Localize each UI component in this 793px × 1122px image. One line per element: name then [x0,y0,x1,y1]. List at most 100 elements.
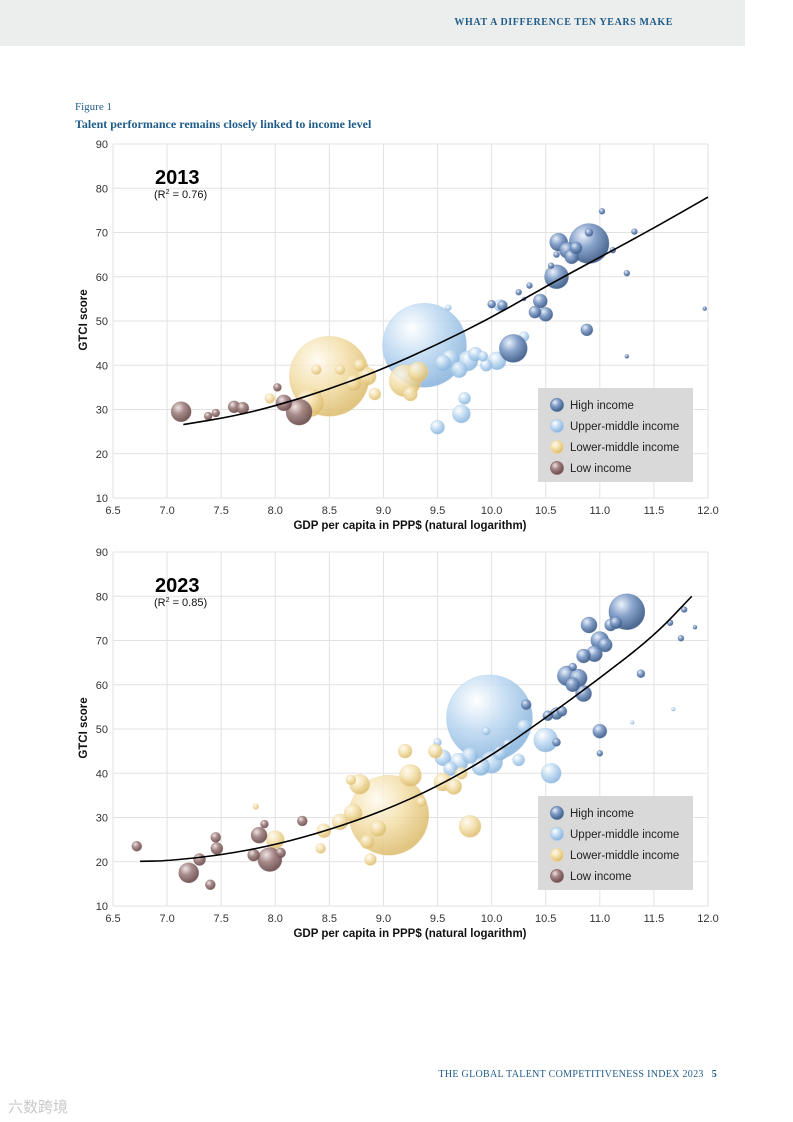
bubble-upper-middle [461,747,479,764]
y-tick-label: 90 [96,139,108,151]
legend-marker-upper-middle [550,827,564,841]
bubble-upper-middle [458,392,471,405]
y-tick-label: 90 [96,547,108,559]
bubble-high [636,669,646,678]
legend-label: Lower-middle income [570,442,679,454]
bubble-lower-middle [364,853,377,866]
bubble-high [515,288,522,296]
y-tick-label: 60 [96,272,108,284]
legend-box [538,388,693,482]
bubble-upper-middle [446,674,533,762]
bubble-lower-middle [353,358,366,372]
bubble-high [677,634,685,642]
r-squared: (R2 = 0.76) [154,189,207,201]
y-tick-label: 40 [96,768,108,780]
x-tick-label: 11.5 [644,913,665,925]
bubble-lower-middle [252,803,260,810]
bubble-upper-middle [450,361,468,378]
bubble-lower-middle [359,834,375,850]
y-tick-label: 70 [96,636,108,648]
x-tick-label: 6.5 [105,913,120,925]
bubble-lower-middle [345,774,357,786]
legend-marker-lower-middle [550,848,564,862]
bubble-high [598,207,606,215]
x-tick-label: 7.0 [159,505,174,517]
x-tick-label: 10.5 [535,913,556,925]
bubble-lower-middle [369,820,387,837]
bubble-high [544,264,569,290]
legend-label: Upper-middle income [570,829,679,841]
legend-marker-lower-middle [550,440,564,454]
bubble-high [569,241,583,255]
bubble-high [528,305,542,319]
x-tick-label: 9.0 [376,505,391,517]
y-tick-label: 20 [96,857,108,869]
bubble-lower-middle [403,386,418,402]
legend-box [538,796,693,890]
y-tick-label: 50 [96,316,108,328]
bubble-high [553,251,560,258]
bubble-upper-middle [434,354,452,372]
bubble-high [680,606,688,613]
bubble-lower-middle [357,367,377,386]
x-tick-label: 8.5 [322,505,337,517]
tick-labels: 6.5 7.0 7.5 8.0 8.5 9.0 9.5 10.0 10.5 11.0 11.5 12.… [96,547,719,925]
bubble-high [526,282,533,289]
bubble-lower-middle [315,843,327,854]
x-axis-label: GDP per capita in PPP$ (natural logarith… [293,928,526,940]
watermark: 六数跨境 [8,1098,69,1116]
y-tick-label: 10 [96,901,108,913]
x-tick-label: 7.5 [214,913,229,925]
legend-marker-low [550,461,564,475]
bubble-upper-middle [512,753,525,767]
y-axis-label: GTCI score [78,697,90,758]
x-tick-label: 9.5 [430,913,445,925]
bubble-lower-middle [311,364,322,375]
y-tick-label: 70 [96,228,108,240]
x-tick-label: 7.0 [159,913,174,925]
bubble-lower-middle [331,813,349,831]
fit-curve [183,196,709,426]
r2-prefix: (R [154,189,166,201]
bubble-low [247,848,260,862]
legend-marker-upper-middle [550,419,564,433]
y-tick-label: 60 [96,680,108,692]
r-squared: (R2 = 0.85) [154,597,207,609]
x-axis-label: GDP per capita in PPP$ (natural logarith… [293,520,526,532]
x-tick-label: 10.5 [535,505,556,517]
r2-prefix: (R [154,597,166,609]
bubble-low [297,815,308,827]
legend-marker-high [550,398,564,412]
bubble-high [702,306,708,311]
r2-superscript: 2 [166,597,170,604]
bubble-lower-middle [458,815,482,838]
bubble-high [631,228,638,235]
legend-label: Low income [570,463,631,475]
bubble-high [592,723,608,739]
publication-title: THE GLOBAL TALENT COMPETITIVENESS INDEX … [438,1069,704,1080]
bubble-high [624,354,630,359]
y-tick-label: 30 [96,405,108,417]
legend-label: High income [570,808,634,820]
x-tick-label: 10.0 [481,913,502,925]
bubble-high [692,624,698,630]
running-title: WHAT A DIFFERENCE TEN YEARS MAKE [454,17,673,28]
x-tick-label: 11.5 [644,505,665,517]
chart-year-title: 2013 [155,167,200,189]
page-footer: THE GLOBAL TALENT COMPETITIVENESS INDEX … [438,1069,717,1080]
y-tick-label: 80 [96,183,108,195]
bubble-upper-middle [430,419,445,435]
bubble-high [498,334,528,363]
bubble-lower-middle [368,387,382,401]
bubble-high [533,293,548,309]
bubble-low [178,862,200,884]
bubble-high [609,616,623,630]
bubble-high [596,750,604,757]
header-band: WHAT A DIFFERENCE TEN YEARS MAKE [0,0,745,46]
legend-marker-high [550,806,564,820]
bubble-upper-middle [540,762,562,784]
bubble-high [597,637,613,653]
y-tick-label: 20 [96,449,108,461]
legend: High income Upper-middle income Lower-midd… [538,796,693,890]
bubble-low [210,842,224,855]
